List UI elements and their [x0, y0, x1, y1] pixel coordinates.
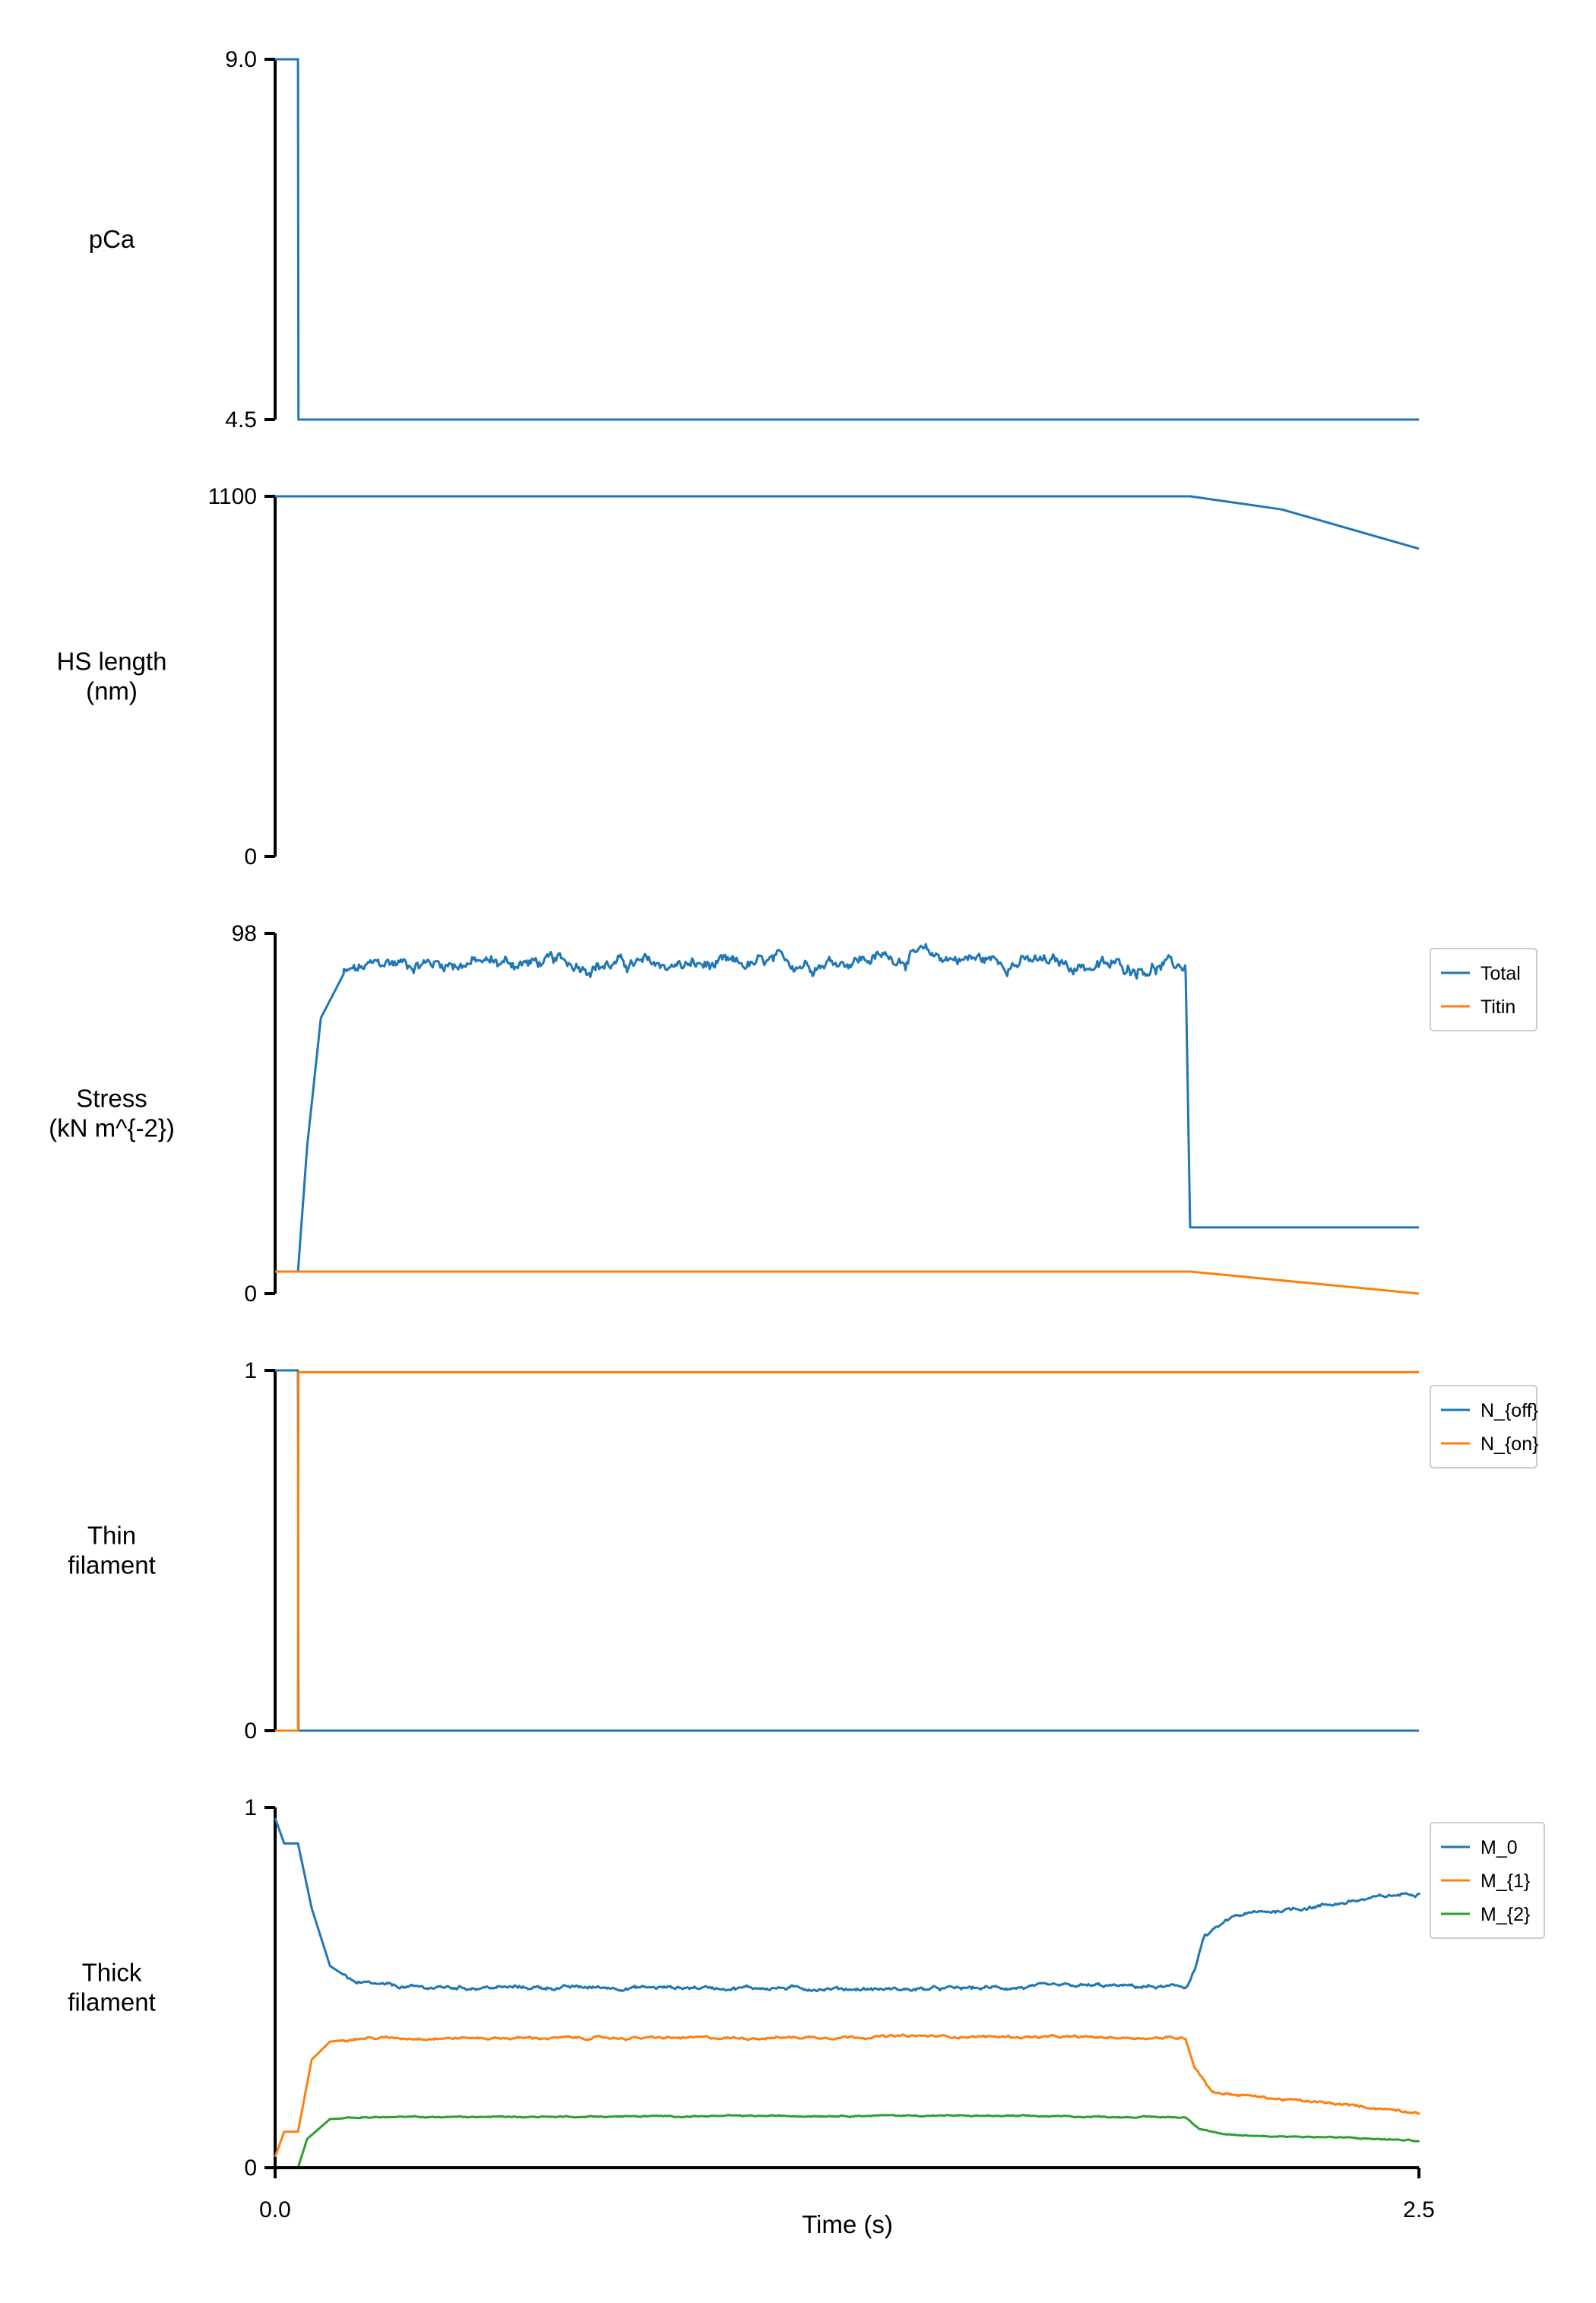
y-tick-label: 0 — [244, 1281, 257, 1307]
y-tick-label: 98 — [232, 921, 257, 946]
legend: Total Titin — [1430, 948, 1537, 1031]
y-axis-label: filament — [68, 1988, 156, 2016]
x-axis-label: Time (s) — [802, 2210, 893, 2238]
legend-box — [1430, 1385, 1537, 1468]
x-tick-label-end: 2.5 — [1403, 2197, 1435, 2222]
x-axis: 0.0 2.5 Time (s) — [259, 2197, 1435, 2238]
panel-2: 1100 0 HS length(nm) — [57, 484, 1420, 870]
y-axis-label: HS length — [57, 648, 167, 676]
series-line-m-0 — [274, 1817, 1420, 1993]
y-tick-label: 9.0 — [225, 47, 257, 72]
y-axis-label: Thick — [82, 1959, 142, 1987]
series-line-1 — [275, 58, 1419, 421]
legend-label: M_0 — [1480, 1837, 1518, 1858]
panel-3: 98 0 Stress(kN m^{-2}) Total Titin — [49, 921, 1537, 1307]
series-line-n-on — [275, 1370, 1419, 1732]
y-tick-label: 0 — [244, 1719, 257, 1744]
y-axis-label: filament — [68, 1551, 156, 1579]
y-axis-label: Stress — [76, 1085, 147, 1113]
y-tick-label: 4.5 — [225, 407, 257, 432]
y-tick-label: 0 — [244, 844, 257, 870]
series-line-m-1 — [274, 2033, 1420, 2158]
y-tick-label: 1 — [244, 1795, 257, 1820]
x-tick-label-start: 0.0 — [259, 2197, 291, 2222]
legend: M_0 M_{1} M_{2} — [1430, 1822, 1545, 1939]
legend-label: N_{on} — [1480, 1433, 1538, 1455]
series-line-titin — [275, 1270, 1420, 1295]
y-axis-label: (nm) — [86, 677, 138, 705]
series-line-n-off — [275, 1369, 1419, 1732]
y-axis-label: pCa — [89, 225, 135, 253]
legend-box — [1430, 1822, 1545, 1939]
series-line-total — [275, 942, 1419, 1273]
legend-label: Total — [1480, 963, 1521, 984]
y-tick-label: 1 — [244, 1358, 257, 1383]
y-axis-label: (kN m^{-2}) — [49, 1114, 175, 1142]
y-tick-label: 1100 — [207, 484, 257, 509]
y-axis-label: Thin — [87, 1522, 136, 1550]
legend-box — [1430, 948, 1537, 1031]
legend-label: N_{off} — [1480, 1400, 1538, 1421]
series-line-1 — [275, 495, 1420, 550]
legend-label: M_{1} — [1480, 1871, 1530, 1892]
panel-1: 9.0 4.5 pCa — [89, 47, 1419, 432]
legend: N_{off} N_{on} — [1430, 1385, 1538, 1468]
y-tick-label: 0 — [244, 2156, 257, 2181]
legend-label: Titin — [1480, 996, 1515, 1018]
series-line-m-2 — [275, 2114, 1420, 2169]
legend-label: M_{2} — [1480, 1904, 1530, 1925]
